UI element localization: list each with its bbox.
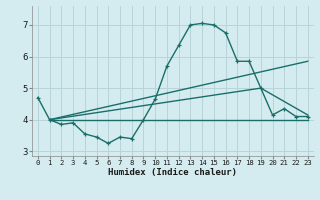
- X-axis label: Humidex (Indice chaleur): Humidex (Indice chaleur): [108, 168, 237, 177]
